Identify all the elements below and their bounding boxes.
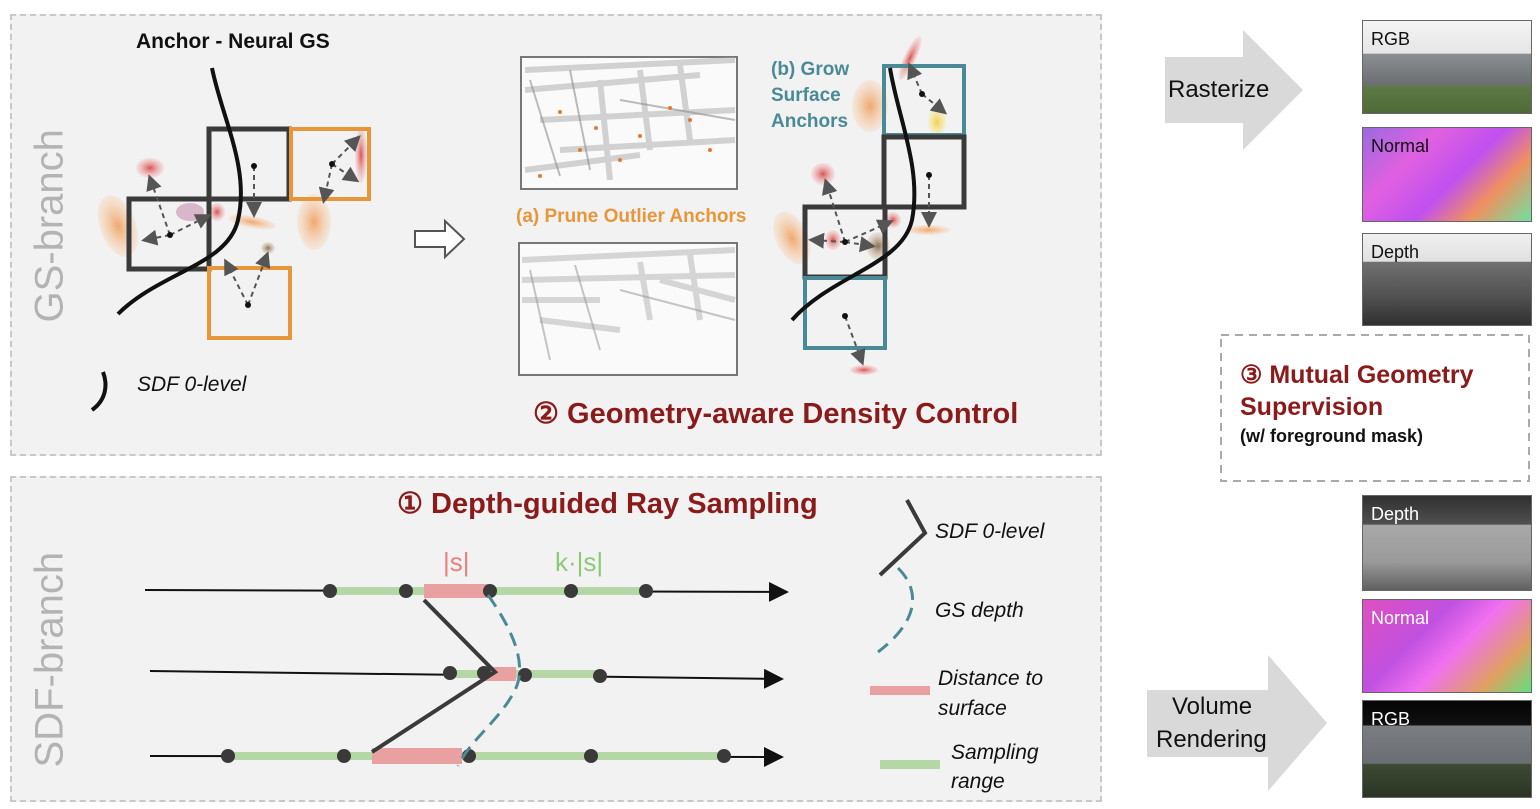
anchor-box-orange-2: [207, 266, 292, 340]
thumb-normal-top: Normal: [1362, 127, 1532, 222]
prune-label: (a) Prune Outlier Anchors: [516, 206, 747, 227]
rasterize-arrow: [1165, 30, 1303, 150]
density-title: ② Geometry-aware Density Control: [533, 398, 1019, 430]
grow-box-teal-2: [803, 276, 887, 350]
mutual-title-2: Supervision: [1240, 393, 1384, 421]
legend-gs-depth-glyph: [877, 566, 914, 654]
thumb-depth-top: Depth: [1362, 233, 1532, 326]
left-dashed-arrows: [141, 135, 361, 306]
thumb-rgb-bottom-label: RGB: [1371, 709, 1411, 729]
legend-distance-text-1: Distance to: [938, 667, 1044, 690]
right-dashed-arrows: [808, 62, 948, 366]
mutual-subtitle: (w/ foreground mask): [1240, 426, 1424, 446]
ks-label: k·|s|: [555, 547, 604, 577]
thumb-depth-bottom: Depth: [1362, 495, 1532, 591]
grow-label-2: Surface: [771, 85, 841, 106]
right-anchor-dots: [842, 91, 932, 319]
legend-distance-swatch: [870, 686, 930, 695]
rasterize-label: Rasterize: [1168, 76, 1270, 103]
anchor-title: Anchor - Neural GS: [136, 30, 330, 53]
thumb-depth-top-label: Depth: [1371, 242, 1420, 262]
hollow-arrow-icon: [414, 218, 466, 260]
sdf-legend-text: SDF 0-level: [137, 373, 247, 396]
s-label: |s|: [443, 547, 470, 577]
sdf-legend-glyph: [90, 371, 108, 412]
grow-label-3: Anchors: [771, 111, 849, 132]
thumb-normal-top-label: Normal: [1371, 136, 1430, 156]
sdf-curve-left: [116, 67, 243, 316]
pointcloud-after: [518, 242, 738, 376]
grow-label-1: (b) Grow: [771, 59, 850, 80]
sdf-rays: [144, 581, 789, 767]
thumb-depth-bottom-label: Depth: [1371, 504, 1420, 524]
thumb-normal-bottom: Normal: [1362, 599, 1532, 693]
legend-sampling-text-2: range: [951, 770, 1005, 793]
left-anchor-dots: [167, 161, 335, 308]
sdf-branch-panel: [10, 476, 1102, 802]
grow-box-1: [881, 134, 967, 210]
mutual-title-1: ③ Mutual Geometry: [1240, 361, 1474, 389]
legend-distance-text-2: surface: [938, 697, 1007, 720]
mutual-supervision-box: [1220, 334, 1530, 482]
legend-sampling-swatch: [880, 760, 940, 769]
thumb-rgb-top-label: RGB: [1371, 29, 1411, 49]
volume-label-2: Rendering: [1156, 726, 1267, 753]
legend-sampling-text-1: Sampling: [951, 741, 1039, 764]
thumb-rgb-bottom: RGB: [1362, 700, 1532, 798]
legend-sdf-glyph: [878, 499, 928, 577]
sampling-title: ① Depth-guided Ray Sampling: [397, 488, 818, 520]
sdf-curve-right: [790, 67, 917, 322]
volume-rendering-arrow: [1147, 655, 1327, 791]
thumb-rgb-top: RGB: [1362, 20, 1532, 114]
volume-label-1: Volume: [1172, 693, 1253, 720]
anchor-box-2: [126, 196, 212, 272]
legend-sdf-text: SDF 0-level: [935, 520, 1045, 543]
legend-gs-depth-text: GS depth: [935, 599, 1024, 622]
pointcloud-before: [520, 56, 738, 190]
anchor-box-1: [206, 126, 292, 202]
thumb-normal-bottom-label: Normal: [1371, 608, 1430, 628]
